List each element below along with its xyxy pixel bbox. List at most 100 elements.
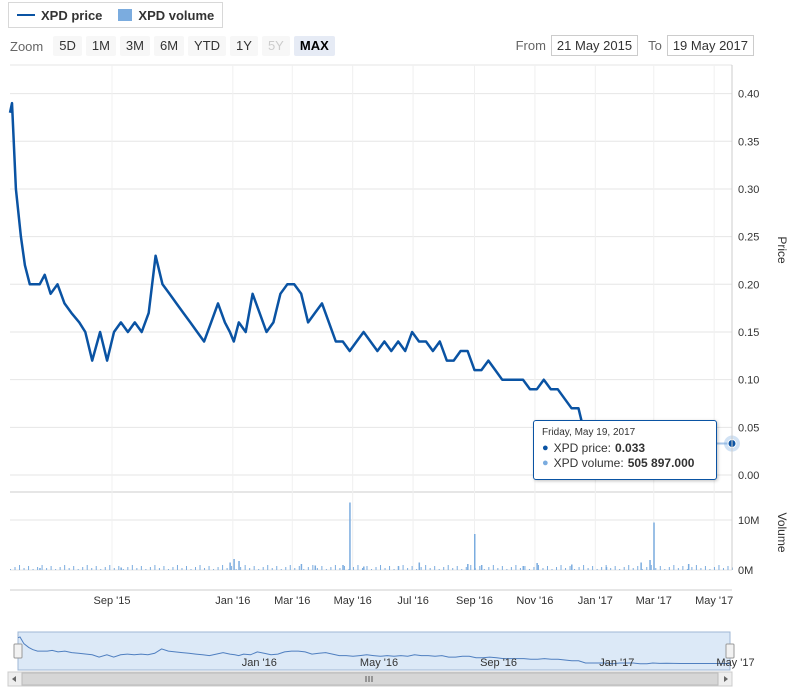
- legend-item-price[interactable]: XPD price: [17, 8, 102, 23]
- volume-bar-minor: [316, 568, 318, 570]
- volume-tick-label: 10M: [738, 515, 759, 527]
- volume-bar-minor: [213, 569, 215, 570]
- volume-bar: [653, 522, 655, 570]
- zoom-range-selector: Zoom 5D 1M 3M 6M YTD 1Y 5Y MAX: [10, 36, 339, 56]
- volume-bar-minor: [519, 568, 521, 570]
- volume-bar-minor: [488, 567, 490, 570]
- volume-bar-minor: [231, 566, 233, 570]
- scroll-left-arrow-icon[interactable]: [12, 676, 16, 682]
- volume-bar-minor: [425, 565, 427, 570]
- volume-bar-minor: [154, 565, 156, 570]
- scroll-right-arrow-icon[interactable]: [724, 676, 728, 682]
- volume-bar-minor: [267, 565, 269, 570]
- x-tick-label: Sep '15: [94, 595, 131, 607]
- volume-bar-minor: [298, 566, 300, 570]
- volume-bar-minor: [280, 569, 282, 570]
- chart-legend: XPD price XPD volume: [8, 2, 224, 28]
- volume-bar-minor: [59, 567, 61, 570]
- volume-bar-minor: [506, 569, 508, 570]
- volume-bar-minor: [303, 569, 305, 570]
- zoom-button-max[interactable]: MAX: [293, 36, 335, 56]
- volume-bar-minor: [334, 565, 336, 570]
- legend-volume-label: XPD volume: [138, 7, 215, 23]
- zoom-button-5d[interactable]: 5D: [53, 36, 82, 56]
- volume-bar-minor: [560, 565, 562, 570]
- volume-dot-icon: ●: [542, 457, 549, 469]
- price-tick-label: 0.00: [738, 470, 759, 482]
- navigator-right-handle[interactable]: [725, 643, 735, 659]
- x-tick-label: Sep '16: [456, 595, 493, 607]
- volume-bar-minor: [583, 565, 585, 570]
- volume-bar-minor: [91, 568, 93, 570]
- navigator-label: Sep '16: [480, 657, 517, 669]
- volume-bar: [300, 564, 303, 570]
- x-tick-label: May '17: [695, 595, 733, 607]
- volume-bar-minor: [118, 566, 120, 570]
- volume-bar-minor: [361, 568, 363, 570]
- volume-bar-minor: [343, 566, 345, 570]
- volume-bar: [473, 534, 476, 570]
- zoom-button-3m[interactable]: 3M: [119, 36, 150, 56]
- price-tick-label: 0.35: [738, 136, 759, 148]
- volume-bar-minor: [416, 569, 418, 570]
- grid-lines: [10, 64, 732, 571]
- zoom-button-1y[interactable]: 1Y: [230, 36, 258, 56]
- volume-bar-minor: [222, 565, 224, 570]
- volume-bar-minor: [285, 567, 287, 570]
- volume-bar-minor: [574, 569, 576, 570]
- price-tick-label: 0.40: [738, 89, 759, 101]
- volume-bar-minor: [100, 569, 102, 570]
- volume-bar: [687, 564, 690, 570]
- volume-bar-minor: [312, 565, 314, 570]
- volume-bar-minor: [348, 569, 350, 570]
- volume-bar-minor: [14, 567, 16, 570]
- volume-bar-minor: [542, 568, 544, 570]
- volume-bar-minor: [677, 568, 679, 570]
- volume-bar-minor: [86, 565, 88, 570]
- volume-bar: [39, 568, 41, 570]
- price-dot-icon: ●: [542, 442, 549, 454]
- zoom-button-6m[interactable]: 6M: [153, 36, 185, 56]
- volume-bar-minor: [501, 566, 503, 570]
- volume-bar-minor: [533, 567, 535, 570]
- zoom-button-ytd[interactable]: YTD: [188, 36, 227, 56]
- tooltip-volume-label: XPD volume:: [553, 456, 624, 470]
- volume-bar-minor: [109, 565, 111, 570]
- volume-bar-minor: [718, 565, 720, 570]
- volume-bar-minor: [713, 567, 715, 570]
- volume-bar: [314, 565, 317, 570]
- navigator-label: May '17: [716, 657, 754, 669]
- volume-bar-minor: [438, 569, 440, 570]
- price-tick-label: 0.15: [738, 327, 759, 339]
- volume-bar-minor: [321, 566, 323, 570]
- scrollbar-thumb[interactable]: [21, 672, 719, 686]
- navigator[interactable]: Jan '16 May '16 Sep '16 Jan '17 May '17: [7, 631, 755, 687]
- navigator-left-handle[interactable]: [13, 643, 23, 659]
- volume-bar-minor: [136, 568, 138, 570]
- volume-bar-minor: [492, 565, 494, 570]
- volume-bar: [649, 560, 651, 570]
- from-date-input[interactable]: 21 May 2015: [550, 35, 639, 56]
- volume-bar-minor: [393, 569, 395, 570]
- zoom-button-1m[interactable]: 1M: [85, 36, 116, 56]
- legend-item-volume[interactable]: XPD volume: [118, 8, 214, 23]
- tooltip-price-value: 0.033: [615, 441, 646, 455]
- volume-bar-minor: [172, 567, 174, 570]
- volume-bar-minor: [37, 567, 39, 570]
- x-tick-label: Mar '17: [636, 595, 672, 607]
- volume-bar-minor: [465, 567, 467, 570]
- zoom-button-5y: 5Y: [261, 36, 290, 56]
- volume-bar-minor: [673, 565, 675, 570]
- volume-bar-minor: [253, 566, 255, 570]
- volume-bar-minor: [402, 565, 404, 570]
- volume-bar-minor: [339, 568, 341, 570]
- volume-bar-minor: [190, 569, 192, 570]
- volume-bar-minor: [352, 567, 354, 570]
- price-tick-label: 0.05: [738, 422, 759, 434]
- volume-bar: [363, 566, 365, 570]
- data-tooltip: Friday, May 19, 2017 ● XPD price: 0.033 …: [533, 420, 717, 480]
- volume-bar-minor: [10, 569, 11, 570]
- to-date-input[interactable]: 19 May 2017: [666, 35, 754, 56]
- volume-bar-minor: [456, 566, 458, 570]
